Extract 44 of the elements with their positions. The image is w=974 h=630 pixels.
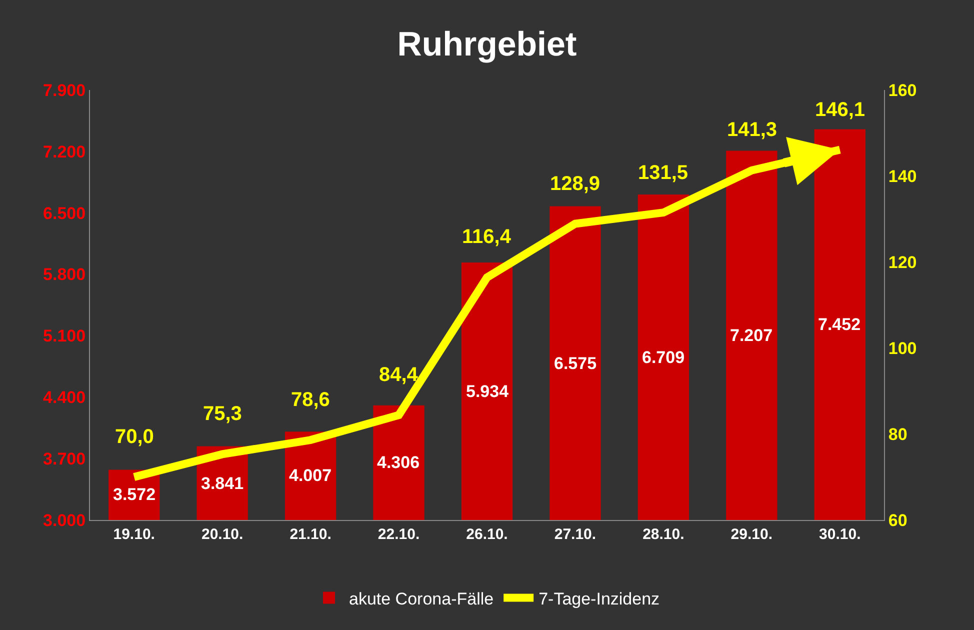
data-label: 3.841 (201, 474, 244, 493)
y-tick-label: 6.500 (43, 204, 86, 223)
data-label: 6.575 (554, 354, 597, 373)
data-label: 78,6 (291, 389, 330, 411)
data-label: 131,5 (638, 162, 688, 184)
data-label: 84,4 (379, 364, 419, 386)
data-label: 116,4 (462, 226, 512, 248)
data-label: 141,3 (727, 119, 778, 141)
data-label: 4.007 (289, 466, 332, 485)
data-label: 128,9 (550, 173, 600, 195)
x-tick-label: 21.10. (290, 526, 332, 543)
legend-label: 7-Tage-Inzidenz (538, 589, 660, 608)
y-tick-label: 5.100 (43, 326, 86, 346)
x-tick-label: 30.10. (819, 526, 861, 543)
data-label: 3.572 (113, 485, 156, 504)
y-tick-label: 5.800 (43, 265, 86, 284)
x-tick-label: 27.10. (554, 526, 596, 543)
x-tick-label: 26.10. (466, 526, 508, 543)
x-tick-label: 19.10. (113, 526, 155, 543)
y2-tick-label: 80 (888, 424, 908, 444)
data-label: 4.306 (377, 453, 420, 472)
y-tick-label: 4.400 (43, 388, 86, 408)
data-label: 146,1 (815, 99, 866, 121)
data-label: 6.709 (642, 348, 685, 367)
x-tick-label: 29.10. (730, 526, 773, 543)
data-label: 7.452 (818, 315, 861, 334)
y2-tick-label: 160 (888, 80, 917, 100)
y2-tick-label: 140 (888, 166, 917, 186)
x-tick-label: 22.10. (378, 526, 420, 543)
x-tick-label: 28.10. (642, 526, 684, 543)
data-label: 75,3 (203, 403, 242, 425)
y2-tick-label: 100 (888, 338, 917, 358)
data-label: 7.207 (730, 326, 773, 345)
y2-tick-label: 120 (888, 252, 917, 272)
data-label: 70,0 (115, 426, 154, 448)
y-tick-label: 7.200 (43, 142, 86, 162)
y-tick-label: 7.900 (43, 80, 86, 100)
legend-label: akute Corona-Fälle (349, 589, 494, 608)
x-tick-label: 20.10. (201, 526, 244, 543)
y-tick-label: 3.000 (43, 510, 86, 530)
y2-tick-label: 60 (888, 510, 908, 530)
chart-title: Ruhrgebiet (397, 25, 577, 64)
y-tick-label: 3.700 (43, 450, 86, 469)
data-label: 5.934 (466, 382, 510, 401)
